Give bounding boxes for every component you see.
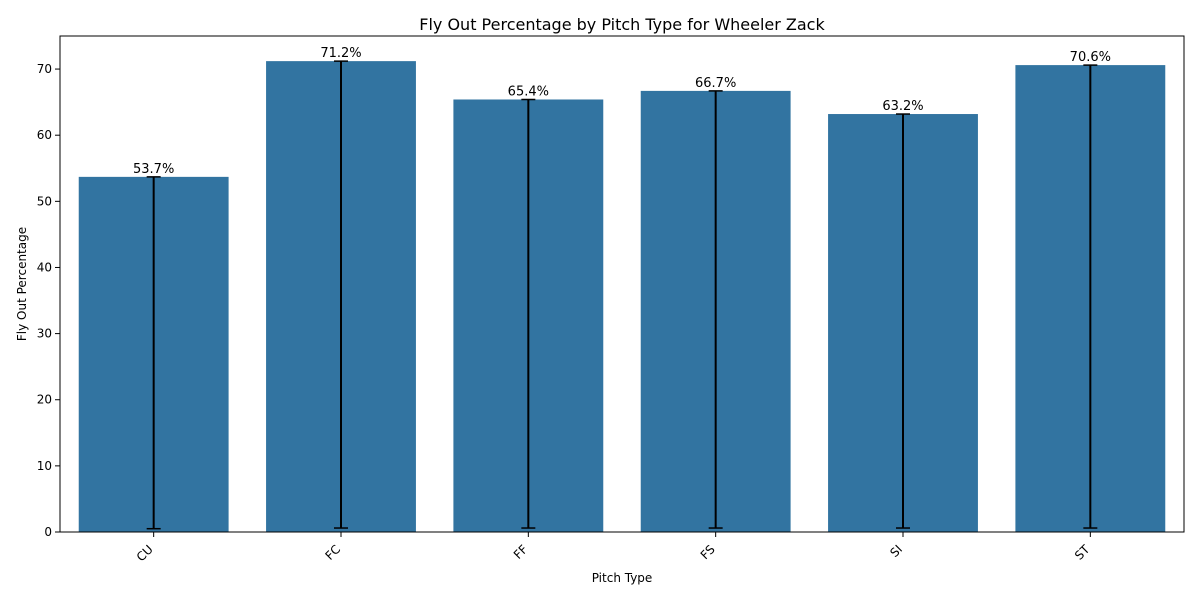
data-label: 63.2% [882,99,923,114]
y-tick-label: 20 [37,393,52,407]
y-tick-label: 10 [37,459,52,473]
x-axis: CU FC FF FS SI ST [134,532,1093,564]
plot-frame [59,35,1185,533]
x-tick-label: ST [1072,542,1093,563]
x-tick-label: CU [134,542,156,564]
data-label: 53.7% [133,162,174,177]
data-label: 71.2% [320,46,361,61]
x-tick-label: SI [887,542,905,560]
y-tick-label: 50 [37,194,52,208]
x-tick-label: FF [511,542,531,562]
chart-title: Fly Out Percentage by Pitch Type for Whe… [419,15,825,34]
y-tick-label: 40 [37,260,52,274]
x-tick-label: FC [322,542,343,563]
y-tick-label: 70 [37,62,52,76]
data-label: 65.4% [508,84,549,99]
y-tick-label: 60 [37,128,52,142]
y-tick-label: 30 [37,327,52,341]
data-label: 66.7% [695,76,736,91]
x-tick-label: FS [698,542,718,562]
y-axis: 0 10 20 30 40 50 60 70 [37,62,60,539]
plot-area: 53.7% 71.2% 65.4% 66.7% 63.2% 70.6% [78,46,1166,533]
y-tick-label: 0 [44,525,52,539]
x-axis-label: Pitch Type [592,571,653,585]
y-axis-label: Fly Out Percentage [15,227,29,341]
data-label: 70.6% [1070,50,1111,65]
